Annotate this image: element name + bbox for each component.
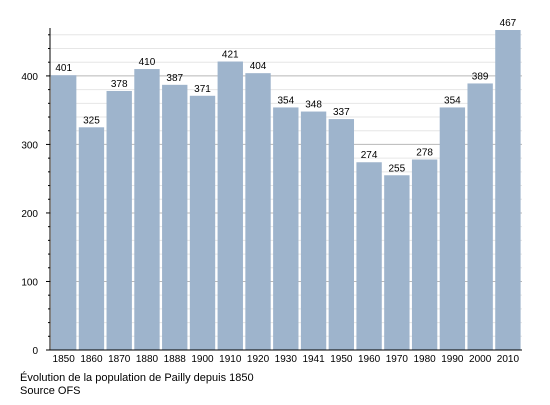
- bar-1910: [217, 61, 243, 350]
- x-tick-label-1960: 1960: [358, 354, 381, 365]
- x-tick-label-1870: 1870: [108, 354, 131, 365]
- value-label-2000: 389: [472, 71, 489, 82]
- x-tick-label-1990: 1990: [441, 354, 464, 365]
- bar-1950: [328, 119, 355, 351]
- value-label-1850: 401: [55, 63, 72, 74]
- bar-2000: [467, 83, 493, 350]
- x-tick-label-2010: 2010: [497, 354, 520, 365]
- bar-1860: [78, 127, 105, 350]
- y-tick-label-100: 100: [21, 277, 38, 288]
- y-tick-label-300: 300: [21, 140, 38, 151]
- value-label-1960: 274: [361, 150, 378, 161]
- value-label-1950: 337: [333, 107, 350, 118]
- value-label-1870: 378: [111, 79, 128, 90]
- value-label-1880: 410: [139, 57, 156, 68]
- bar-1930: [273, 107, 299, 350]
- x-tick-label-1980: 1980: [413, 354, 436, 365]
- x-tick-label-1888: 1888: [164, 354, 187, 365]
- value-label-1860: 325: [83, 115, 100, 126]
- bar-1920: [245, 73, 271, 351]
- value-label-1990: 354: [444, 95, 461, 106]
- bar-1990: [439, 107, 466, 350]
- y-tick-label-0: 0: [32, 346, 38, 357]
- y-tick-label-200: 200: [21, 209, 38, 220]
- chart-caption: Évolution de la population de Pailly dep…: [20, 372, 254, 384]
- x-tick-label-1941: 1941: [302, 354, 325, 365]
- bar-1850: [51, 75, 77, 350]
- bar-1960: [356, 162, 382, 350]
- x-tick-label-1850: 1850: [53, 354, 76, 365]
- bar-1970: [384, 175, 410, 350]
- value-label-1888: 387: [166, 73, 183, 84]
- value-label-1910: 421: [222, 50, 239, 61]
- value-label-1941: 348: [305, 100, 322, 111]
- x-tick-label-1930: 1930: [275, 354, 298, 365]
- value-label-1930: 354: [277, 95, 294, 106]
- x-tick-label-1970: 1970: [386, 354, 409, 365]
- bar-1870: [106, 90, 132, 350]
- bar-1900: [189, 95, 216, 350]
- bar-2010: [495, 30, 521, 350]
- value-label-1970: 255: [389, 163, 406, 174]
- bar-1980: [411, 159, 438, 350]
- x-tick-label-1920: 1920: [247, 354, 270, 365]
- value-label-1900: 371: [194, 84, 211, 95]
- labels-layer: 401 1850 325 1860 378 1870 410 1880 387 1888 371 19…: [53, 18, 520, 365]
- chart-source: Source OFS: [20, 385, 81, 397]
- bar-1941: [300, 111, 327, 351]
- x-tick-label-1910: 1910: [219, 354, 242, 365]
- value-label-1980: 278: [416, 148, 433, 159]
- x-tick-label-1900: 1900: [191, 354, 214, 365]
- x-tick-label-2000: 2000: [469, 354, 492, 365]
- bars-layer: [51, 30, 521, 351]
- bar-1888: [162, 84, 188, 350]
- axis-layer: 0 100 200 300 400: [21, 28, 522, 357]
- x-tick-label-1860: 1860: [80, 354, 103, 365]
- value-label-2010: 467: [500, 18, 517, 29]
- x-tick-label-1880: 1880: [136, 354, 159, 365]
- y-tick-label-400: 400: [21, 72, 38, 83]
- x-tick-label-1950: 1950: [330, 354, 353, 365]
- value-label-1920: 404: [250, 61, 267, 72]
- bar-1880: [134, 69, 160, 351]
